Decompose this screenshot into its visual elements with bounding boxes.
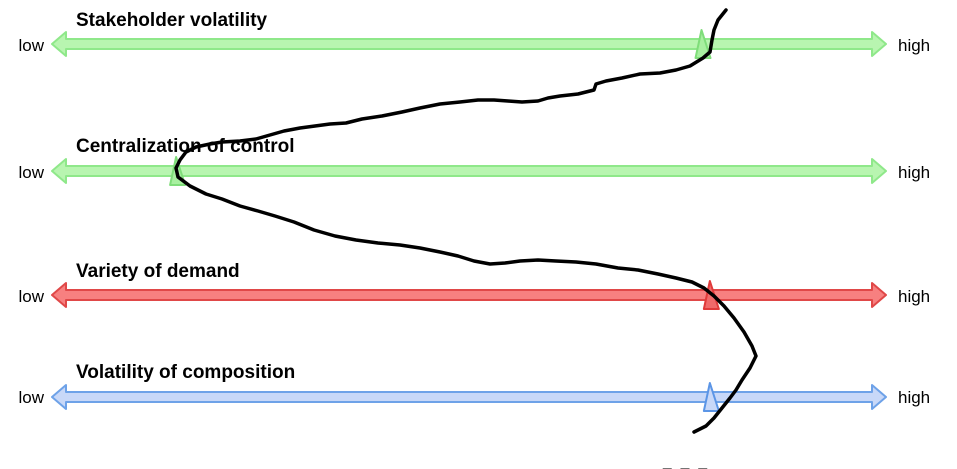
low-label: low <box>18 36 44 55</box>
low-label: low <box>18 287 44 306</box>
low-label: low <box>18 163 44 182</box>
low-label: low <box>18 388 44 407</box>
scale-arrow <box>51 282 887 308</box>
continuation-ellipsis: ... <box>658 420 711 469</box>
dimension-title: Stakeholder volatility <box>76 10 268 31</box>
high-label: high <box>898 36 930 55</box>
scale-arrow <box>51 31 887 57</box>
dimension-variety-of-demand: Variety of demand low high <box>18 261 930 310</box>
high-label: high <box>898 388 930 407</box>
dimension-stakeholder-volatility: Stakeholder volatility low high <box>18 10 930 59</box>
dimension-volatility-of-composition: Volatility of composition low high <box>18 362 930 412</box>
level-marker <box>702 382 720 412</box>
dimension-title: Variety of demand <box>76 261 240 282</box>
high-label: high <box>898 287 930 306</box>
high-label: high <box>898 163 930 182</box>
scale-arrow <box>51 384 887 410</box>
dimension-centralization-of-control: Centralization of control low high <box>18 136 930 186</box>
profile-line <box>174 8 758 434</box>
dimension-title: Volatility of composition <box>76 362 295 383</box>
scale-arrow <box>51 158 887 184</box>
